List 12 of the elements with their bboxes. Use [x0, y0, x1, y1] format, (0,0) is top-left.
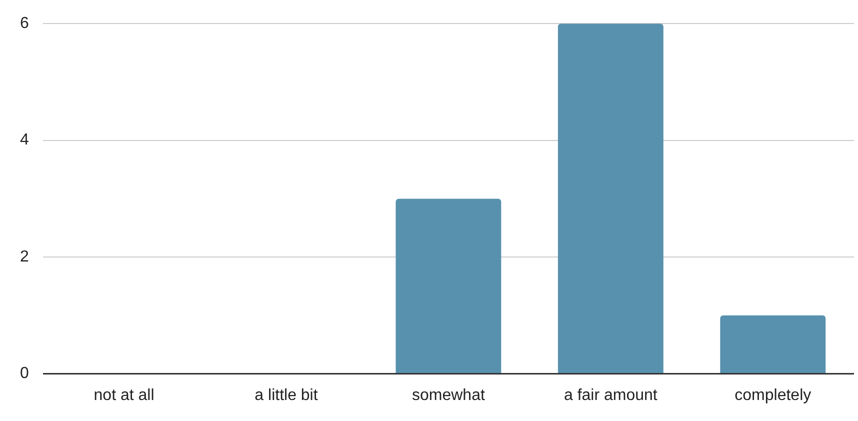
bar: [720, 315, 826, 374]
y-tick-label: 0: [20, 365, 29, 382]
y-tick-label: 6: [20, 15, 29, 32]
x-tick-label: not at all: [94, 386, 154, 404]
x-tick-label: completely: [734, 386, 812, 404]
y-tick-label: 2: [20, 248, 29, 266]
x-tick-label: somewhat: [412, 386, 486, 404]
x-tick-label: a little bit: [254, 386, 318, 404]
x-tick-label: a fair amount: [564, 386, 658, 404]
bar: [396, 198, 502, 374]
bar: [558, 24, 664, 374]
y-tick-label: 4: [20, 132, 29, 149]
